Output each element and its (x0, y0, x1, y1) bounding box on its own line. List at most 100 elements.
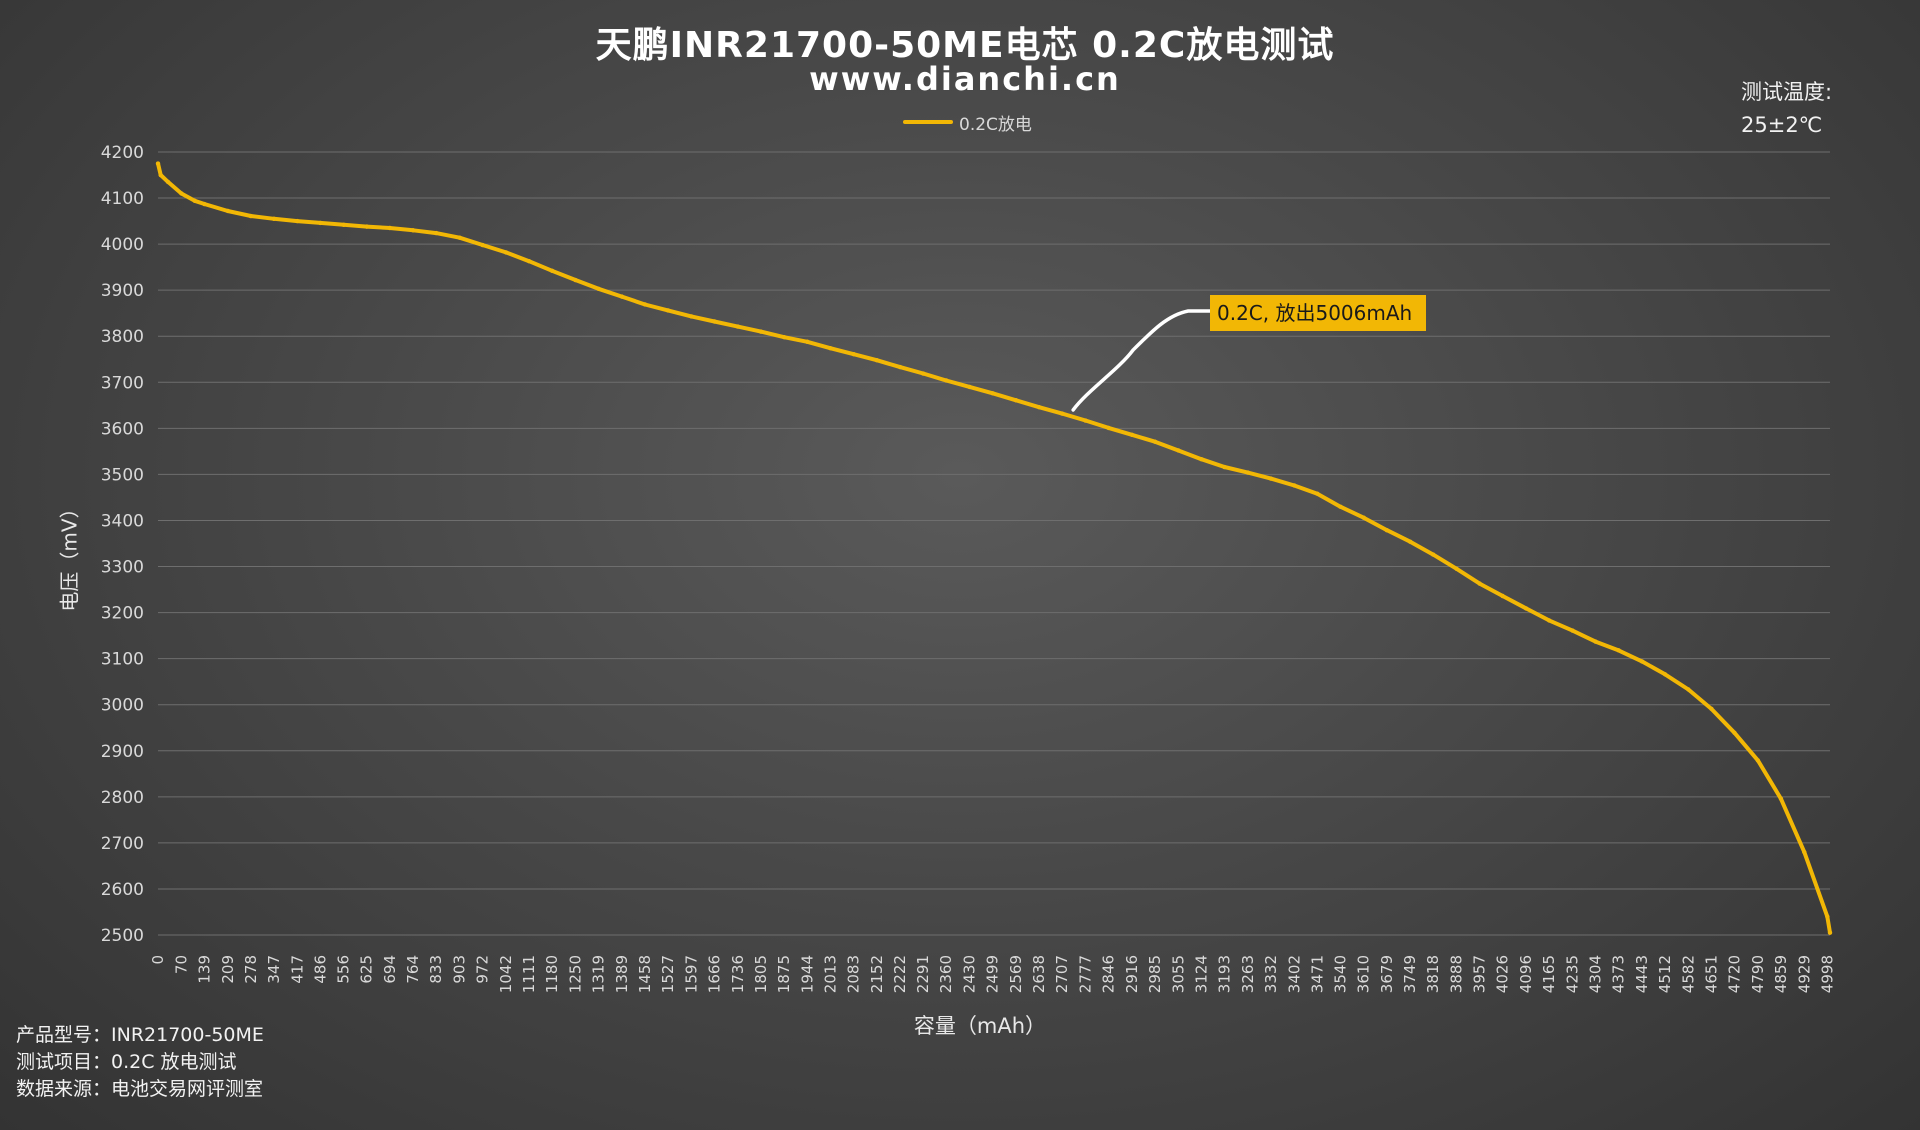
data-point (1477, 581, 1482, 586)
x-tick-label: 2360 (937, 955, 955, 993)
x-tick-label: 3124 (1192, 955, 1210, 993)
y-tick-label: 3600 (101, 419, 144, 439)
data-point (1245, 470, 1251, 475)
y-tick-label: 3400 (101, 511, 144, 531)
legend-swatch (903, 120, 953, 124)
footer-info: 产品型号：INR21700-50ME 测试项目：0.2C 放电测试 数据来源：电… (16, 1022, 264, 1103)
y-tick-label: 3300 (101, 558, 144, 578)
data-point (1013, 398, 1019, 403)
x-tick-label: 486 (311, 955, 329, 984)
data-point (573, 277, 578, 283)
data-point (897, 364, 903, 370)
data-point (1083, 418, 1088, 423)
data-point (434, 230, 439, 236)
data-point (318, 220, 323, 226)
test-temperature: 测试温度: 25±2℃ (1741, 76, 1832, 142)
x-tick-label: 4512 (1656, 955, 1674, 993)
x-tick-label: 347 (265, 955, 283, 984)
x-tick-label: 4373 (1610, 955, 1628, 993)
data-point (967, 384, 972, 390)
data-point (165, 179, 171, 185)
data-point (457, 235, 462, 240)
data-point (271, 216, 277, 221)
x-tick-label: 4859 (1772, 955, 1790, 993)
data-point (1570, 628, 1575, 633)
footer-test-item: 测试项目：0.2C 放电测试 (16, 1051, 237, 1073)
y-tick-label: 3900 (101, 281, 144, 301)
x-tick-label: 2430 (961, 955, 979, 993)
x-tick-label: 4026 (1494, 955, 1512, 993)
x-tick-label: 3332 (1262, 955, 1280, 993)
x-tick-label: 2083 (845, 955, 863, 993)
x-tick-label: 3540 (1331, 955, 1349, 993)
data-point (1662, 672, 1668, 677)
x-tick-label: 3471 (1308, 955, 1326, 993)
data-point (758, 329, 764, 334)
data-point (1036, 404, 1042, 410)
legend: 0.2C放电 (903, 110, 1032, 135)
x-tick-label: 1389 (613, 955, 631, 993)
chart-title: 天鹏INR21700-50ME电芯 0.2C放电测试 (595, 25, 1335, 66)
data-point (665, 308, 671, 313)
x-tick-label: 2499 (984, 955, 1002, 993)
data-point (1755, 758, 1761, 763)
y-tick-label: 4100 (101, 189, 144, 209)
x-tick-label: 1111 (520, 955, 538, 993)
data-point (874, 357, 879, 363)
footer-product: 产品型号：INR21700-50ME (16, 1024, 264, 1046)
data-point (712, 319, 717, 324)
data-point (1616, 648, 1621, 653)
x-tick-label: 1527 (659, 955, 677, 993)
x-tick-label: 694 (381, 955, 399, 984)
data-point (642, 302, 648, 307)
x-tick-label: 1458 (636, 955, 654, 993)
data-point (990, 391, 995, 396)
x-tick-label: 2013 (821, 955, 839, 993)
data-point (1593, 639, 1598, 644)
test-temperature-value: 25±2℃ (1741, 113, 1823, 137)
data-point (735, 324, 741, 329)
x-tick-label: 4651 (1702, 955, 1720, 993)
x-tick-label: 3679 (1378, 955, 1396, 993)
y-tick-label: 3000 (101, 696, 144, 716)
data-point (1523, 606, 1529, 611)
x-tick-label: 4165 (1540, 955, 1558, 993)
x-tick-label: 4998 (1818, 955, 1836, 993)
data-point (1802, 849, 1807, 855)
data-point (1431, 552, 1436, 557)
data-point (1315, 491, 1320, 496)
data-point (1639, 659, 1645, 664)
data-point (1825, 914, 1830, 919)
data-point (1384, 527, 1389, 533)
x-axis-label: 容量（mAh） (913, 1014, 1047, 1038)
x-tick-label: 2985 (1146, 955, 1164, 993)
data-point (851, 351, 856, 357)
x-tick-label: 1250 (566, 955, 584, 993)
x-tick-label: 70 (172, 955, 190, 974)
data-point (1106, 425, 1111, 431)
data-point (1292, 483, 1297, 488)
x-tick-label: 972 (474, 955, 492, 984)
annotation-leader (1071, 309, 1212, 412)
x-tick-label: 3263 (1239, 955, 1257, 993)
data-point (1268, 476, 1274, 481)
x-tick-label: 2638 (1030, 955, 1048, 993)
x-tick-label: 1180 (543, 955, 561, 993)
x-tick-label: 3749 (1401, 955, 1419, 993)
y-tick-label: 2500 (101, 926, 144, 946)
data-point (1407, 539, 1413, 544)
data-point (619, 294, 625, 299)
x-tick-label: 3402 (1285, 955, 1303, 993)
data-point (192, 198, 197, 204)
data-point (364, 224, 369, 229)
data-point (248, 213, 254, 219)
x-tick-label: 139 (195, 955, 213, 984)
data-point (920, 371, 926, 376)
x-tick-label: 4443 (1633, 955, 1651, 993)
data-point (225, 208, 231, 214)
x-tick-label: 417 (288, 955, 306, 984)
x-tick-label: 2152 (868, 955, 886, 993)
x-tick-label: 1666 (705, 955, 723, 993)
